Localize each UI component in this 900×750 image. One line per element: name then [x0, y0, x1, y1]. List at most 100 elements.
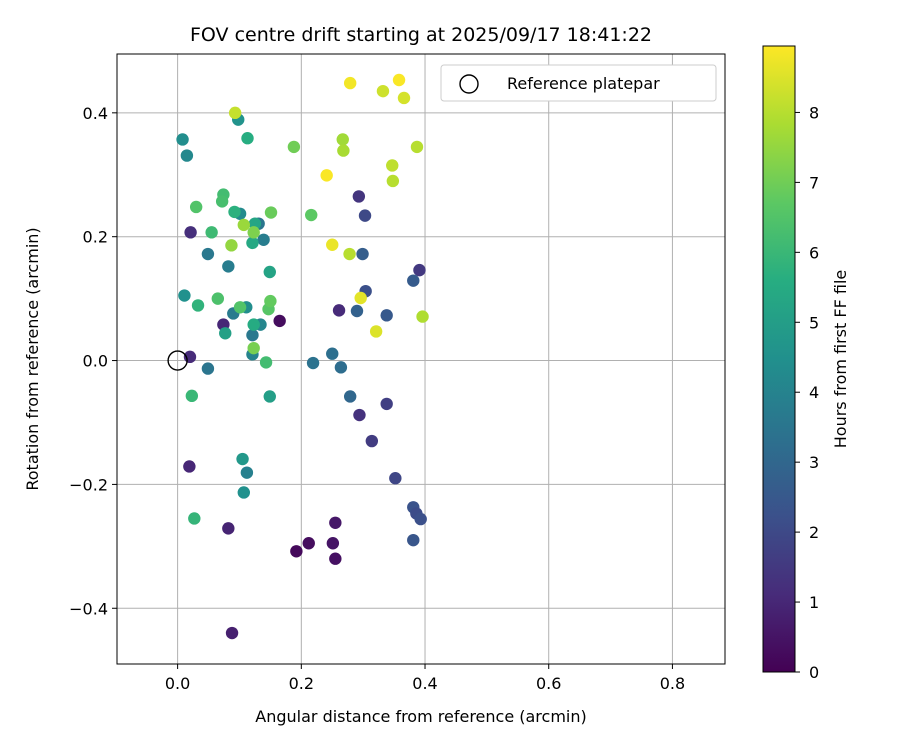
data-point — [236, 452, 249, 466]
data-point — [247, 318, 260, 331]
y-tick-label: 0.0 — [83, 352, 108, 371]
data-point — [247, 341, 260, 355]
data-point — [201, 247, 215, 261]
data-point — [246, 328, 259, 342]
x-tick-label: 0.8 — [660, 674, 685, 693]
y-tick-label: 0.4 — [83, 104, 108, 123]
x-axis-label: Angular distance from reference (arcmin) — [255, 707, 586, 726]
scatter-points — [176, 73, 429, 640]
data-point — [259, 356, 273, 369]
data-point — [211, 292, 225, 305]
legend-box — [440, 64, 717, 102]
colorbar-tick-label: 0 — [809, 663, 819, 682]
colorbar-tick-label: 4 — [809, 383, 819, 402]
data-point — [336, 133, 349, 146]
data-point — [326, 238, 339, 251]
data-point — [380, 397, 393, 411]
data-point — [410, 140, 424, 154]
data-point — [414, 512, 427, 526]
data-point — [350, 304, 364, 318]
data-point — [233, 301, 247, 314]
data-point — [215, 195, 229, 208]
data-point — [354, 291, 367, 305]
data-point — [178, 289, 191, 302]
plot-frame — [116, 53, 726, 665]
data-point — [343, 390, 357, 403]
data-point — [247, 226, 260, 239]
data-point — [222, 260, 235, 273]
y-tick-label: −0.4 — [69, 599, 108, 618]
data-point — [352, 190, 366, 203]
data-point — [343, 247, 356, 261]
data-point — [246, 236, 259, 250]
y-tick-label: −0.2 — [69, 475, 108, 494]
x-tick-label: 0.0 — [165, 674, 190, 693]
data-point — [237, 486, 250, 499]
colorbar-label: Hours from first FF file — [831, 270, 850, 449]
data-point — [263, 390, 276, 403]
data-point — [334, 361, 348, 374]
data-point — [176, 133, 189, 146]
x-tick-label: 0.4 — [412, 674, 437, 693]
colorbar-tick-label: 5 — [809, 313, 819, 332]
data-point — [191, 299, 205, 312]
data-point — [353, 408, 366, 422]
colorbar-tick-label: 2 — [809, 523, 819, 542]
y-tick-label: 0.2 — [83, 228, 108, 247]
data-point — [380, 309, 393, 322]
data-point — [332, 304, 346, 317]
data-point — [407, 533, 420, 547]
legend-label-reference: Reference platepar — [507, 74, 660, 93]
grid-lines — [117, 54, 725, 664]
data-point — [205, 226, 218, 239]
chart-title: FOV centre drift starting at 2025/09/17 … — [190, 24, 652, 46]
data-point — [228, 106, 242, 120]
data-point — [392, 73, 406, 87]
data-point — [386, 174, 400, 188]
data-point — [225, 239, 238, 252]
data-point — [337, 144, 350, 157]
colorbar-tick-label: 3 — [809, 453, 819, 472]
data-point — [189, 200, 203, 214]
data-point — [241, 132, 254, 145]
legend: Reference platepar — [440, 64, 717, 102]
data-point — [389, 472, 402, 485]
data-point — [290, 545, 303, 558]
y-axis-label: Rotation from reference (arcmin) — [23, 227, 42, 490]
colorbar-tick-label: 1 — [809, 593, 819, 612]
data-point — [240, 466, 254, 479]
data-point — [305, 208, 318, 222]
data-point — [222, 522, 235, 535]
x-tick-label: 0.2 — [289, 674, 314, 693]
data-point — [413, 263, 426, 277]
data-point — [407, 274, 420, 287]
colorbar-tick-label: 6 — [809, 243, 819, 262]
data-point — [225, 626, 239, 640]
data-point — [397, 91, 411, 105]
data-point — [329, 516, 342, 530]
data-point — [264, 206, 278, 219]
data-point — [343, 76, 357, 90]
x-tick-label: 0.6 — [536, 674, 561, 693]
data-point — [356, 247, 369, 261]
colorbar-tick-label: 7 — [809, 173, 819, 192]
colorbar-tick-label: 8 — [809, 103, 819, 122]
data-point — [184, 226, 197, 239]
data-point — [201, 362, 215, 375]
data-point — [302, 537, 315, 550]
data-point — [358, 209, 372, 222]
data-point — [306, 356, 320, 370]
data-point — [188, 512, 201, 525]
reference-marker-layer — [167, 350, 188, 371]
data-point — [365, 434, 379, 448]
data-point — [326, 537, 340, 550]
data-point — [185, 389, 199, 403]
data-point — [257, 233, 270, 246]
data-point — [183, 460, 196, 473]
data-point — [320, 169, 333, 182]
data-point — [329, 552, 342, 565]
colorbar: 0 1 2 3 4 5 6 7 8 Hours from first FF file — [762, 45, 850, 682]
data-point — [326, 347, 339, 360]
y-axis-ticks: −0.4 −0.2 0.0 0.2 0.4 — [69, 104, 117, 618]
